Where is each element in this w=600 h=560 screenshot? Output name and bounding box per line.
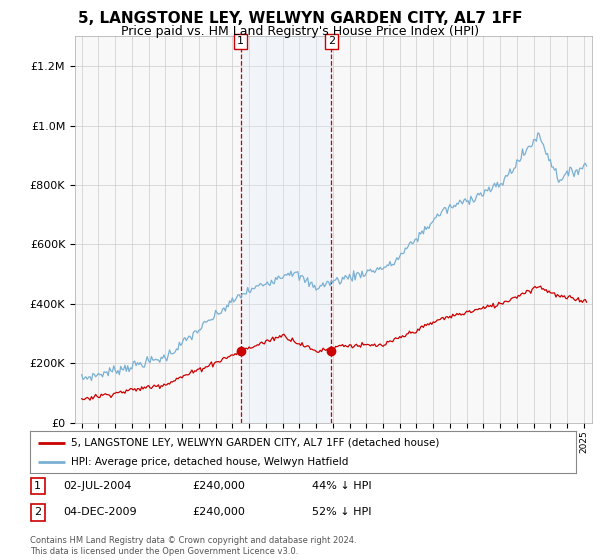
Text: 5, LANGSTONE LEY, WELWYN GARDEN CITY, AL7 1FF (detached house): 5, LANGSTONE LEY, WELWYN GARDEN CITY, AL… xyxy=(71,437,439,447)
Text: £240,000: £240,000 xyxy=(192,507,245,517)
Text: 2: 2 xyxy=(328,36,335,46)
Text: Price paid vs. HM Land Registry's House Price Index (HPI): Price paid vs. HM Land Registry's House … xyxy=(121,25,479,38)
Text: 44% ↓ HPI: 44% ↓ HPI xyxy=(312,481,371,491)
Text: £240,000: £240,000 xyxy=(192,481,245,491)
Text: HPI: Average price, detached house, Welwyn Hatfield: HPI: Average price, detached house, Welw… xyxy=(71,457,349,467)
Text: 02-JUL-2004: 02-JUL-2004 xyxy=(63,481,131,491)
Bar xyxy=(241,36,331,423)
Text: 5, LANGSTONE LEY, WELWYN GARDEN CITY, AL7 1FF: 5, LANGSTONE LEY, WELWYN GARDEN CITY, AL… xyxy=(78,11,522,26)
Text: 1: 1 xyxy=(237,36,244,46)
Text: Contains HM Land Registry data © Crown copyright and database right 2024.
This d: Contains HM Land Registry data © Crown c… xyxy=(30,536,356,556)
Text: 1: 1 xyxy=(34,481,41,491)
Text: 52% ↓ HPI: 52% ↓ HPI xyxy=(312,507,371,517)
Text: 2: 2 xyxy=(34,507,41,517)
Text: 04-DEC-2009: 04-DEC-2009 xyxy=(63,507,137,517)
